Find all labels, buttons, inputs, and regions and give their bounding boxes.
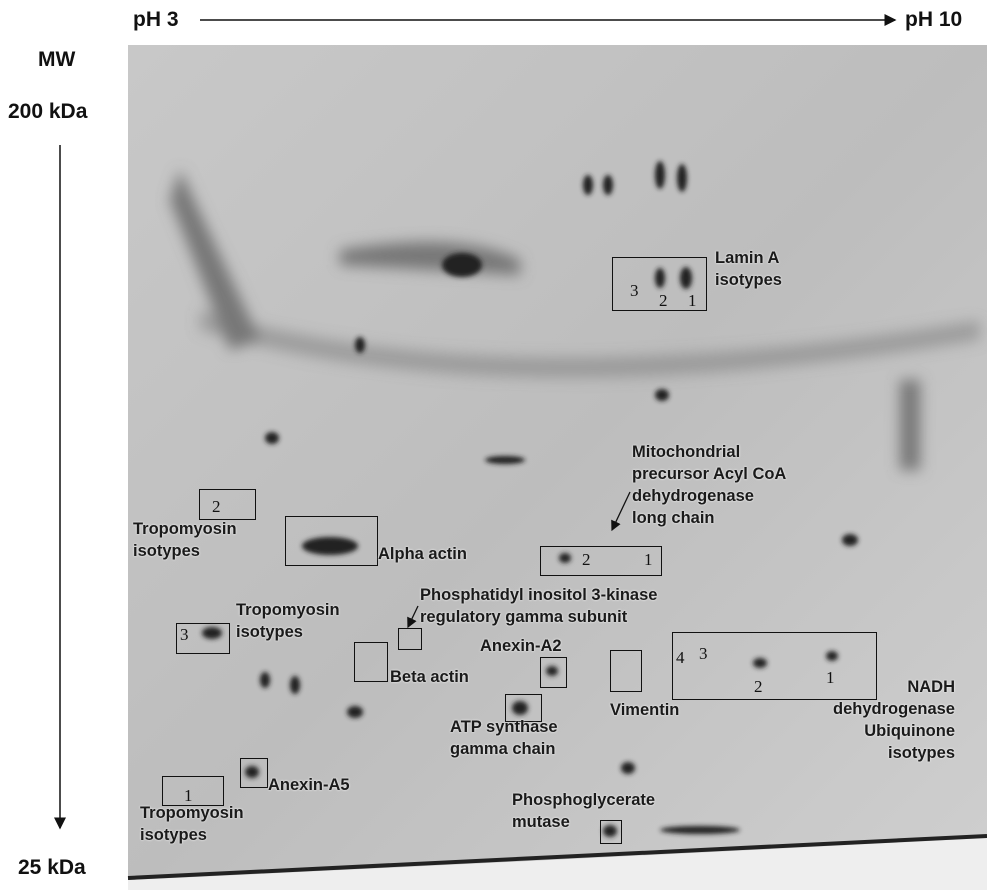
- protein-label: Anexin-A5: [268, 774, 350, 796]
- label-line: Tropomyosin: [236, 599, 340, 621]
- protein-label: Beta actin: [390, 666, 469, 688]
- label-line: isotypes: [140, 824, 244, 846]
- page: pH 3 pH 10 MW 200 kDa 25 kDa Lamin Aisot…: [0, 0, 987, 890]
- label-line: Mitochondrial: [632, 441, 786, 463]
- label-line: regulatory gamma subunit: [420, 606, 657, 628]
- label-line: precursor Acyl CoA: [632, 463, 786, 485]
- ph-end: pH 10: [905, 8, 962, 32]
- label-line: dehydrogenase: [795, 698, 955, 720]
- axis-top: 200 kDa: [8, 100, 87, 124]
- label-line: Vimentin: [610, 699, 679, 721]
- spot-number: 1: [826, 668, 835, 688]
- label-line: Phosphoglycerate: [512, 789, 655, 811]
- protein-label: Vimentin: [610, 699, 679, 721]
- annotation-box: [540, 657, 567, 688]
- label-line: Alpha actin: [378, 543, 467, 565]
- spot-number: 4: [676, 648, 685, 668]
- label-line: isotypes: [236, 621, 340, 643]
- annotation-box: [285, 516, 378, 566]
- axis-title: MW: [38, 48, 75, 72]
- label-line: isotypes: [133, 540, 237, 562]
- label-line: isotypes: [795, 742, 955, 764]
- label-line: Phosphatidyl inositol 3-kinase: [420, 584, 657, 606]
- spot-number: 2: [659, 291, 668, 311]
- axis-bottom: 25 kDa: [18, 856, 86, 880]
- annotation-box: [199, 489, 256, 520]
- annotation-box: [354, 642, 388, 682]
- label-line: long chain: [632, 507, 786, 529]
- annotation-box: [610, 650, 642, 692]
- label-line: Anexin-A2: [480, 635, 562, 657]
- spot-number: 2: [754, 677, 763, 697]
- spot-number: 3: [699, 644, 708, 664]
- protein-label: Anexin-A2: [480, 635, 562, 657]
- label-line: mutase: [512, 811, 655, 833]
- label-line: Ubiquinone: [795, 720, 955, 742]
- protein-label: Alpha actin: [378, 543, 467, 565]
- label-line: Anexin-A5: [268, 774, 350, 796]
- annotation-box: [240, 758, 268, 788]
- label-line: gamma chain: [450, 738, 558, 760]
- label-line: Tropomyosin: [133, 518, 237, 540]
- label-line: ATP synthase: [450, 716, 558, 738]
- spot-number: 1: [184, 786, 193, 806]
- label-line: dehydrogenase: [632, 485, 786, 507]
- spot-number: 1: [644, 550, 653, 570]
- ph-start: pH 3: [133, 8, 179, 32]
- label-line: Lamin A: [715, 247, 782, 269]
- spot-number: 3: [630, 281, 639, 301]
- spot-number: 2: [212, 497, 221, 517]
- spot-number: 3: [180, 625, 189, 645]
- annotation-box: [398, 628, 422, 650]
- label-line: NADH: [795, 676, 955, 698]
- spot-number: 2: [582, 550, 591, 570]
- label-line: isotypes: [715, 269, 782, 291]
- spot-number: 1: [688, 291, 697, 311]
- label-line: Beta actin: [390, 666, 469, 688]
